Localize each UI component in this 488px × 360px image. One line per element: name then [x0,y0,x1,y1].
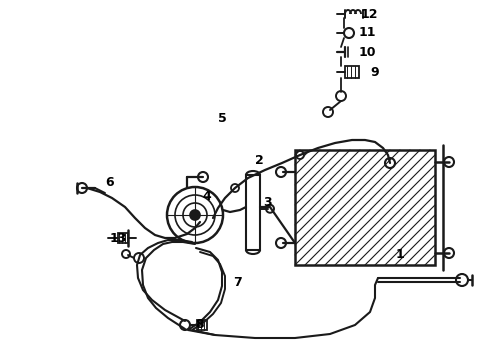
Text: 2: 2 [254,153,263,166]
Text: 10: 10 [358,45,375,58]
Text: 13: 13 [109,231,126,244]
Bar [294,150,434,265]
Text: 6: 6 [105,175,114,189]
Text: 1: 1 [395,248,404,261]
Text: 5: 5 [217,112,226,125]
Bar [345,66,358,78]
Circle shape [190,210,200,220]
Bar [118,233,128,243]
Bar [245,175,260,250]
Text: 4: 4 [202,189,211,202]
Text: 12: 12 [360,8,377,21]
Text: 9: 9 [370,66,379,78]
Text: 8: 8 [195,319,204,332]
Bar [197,320,206,330]
Text: 7: 7 [232,276,241,289]
Text: 3: 3 [262,195,271,208]
Text: 11: 11 [358,27,375,40]
